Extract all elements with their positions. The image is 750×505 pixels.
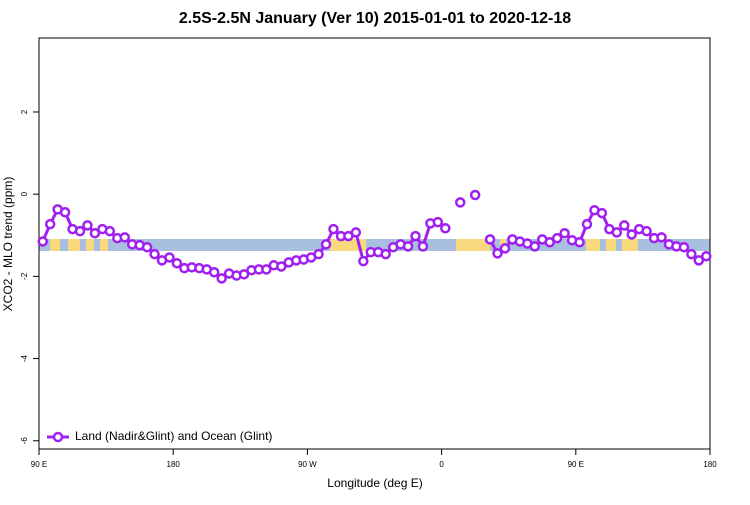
data-point [544,237,555,248]
x-tick-label: 180 [703,460,717,469]
y-tick-label: 2 [20,109,29,114]
data-point [208,267,220,278]
data-point [37,236,48,247]
data-point [410,230,421,242]
data-point [656,232,667,243]
data-point [313,248,324,260]
data-point [171,257,183,269]
data-point [611,227,623,238]
data-point [74,225,86,237]
data-point [626,229,637,240]
y-axis-label: XCO2 - MLO trend (ppm) [1,177,15,312]
data-point [141,241,153,253]
y-tick-label: 0 [20,191,29,196]
data-point [440,223,451,234]
data-point [693,255,705,266]
data-point [701,250,712,262]
data-point [402,241,414,252]
data-point [44,218,56,230]
data-point [417,241,429,252]
x-tick-label: 180 [167,460,181,469]
data-point [149,248,160,260]
data-point [358,255,369,267]
chart-title: 2.5S-2.5N January (Ver 10) 2015-01-01 to… [179,10,571,27]
data-point [454,197,466,208]
data-point [596,207,608,219]
x-tick-label: 90 W [298,460,317,469]
data-point [551,232,563,244]
data-point [164,252,175,263]
data-point [641,225,652,237]
data-point [89,227,101,239]
data-point [529,241,541,252]
data-point [320,239,332,250]
data-point [686,248,697,260]
data-point [328,223,339,235]
y-tick-label: -4 [20,354,29,362]
legend-marker [52,431,64,443]
y-tick-label: -2 [20,272,29,280]
data-point [619,220,630,231]
data-point [492,248,503,259]
data-point [350,227,362,238]
x-tick-label: 0 [439,460,444,469]
data-point [82,220,93,231]
data-point [499,243,511,254]
x-axis-label: Longitude (deg E) [327,476,422,490]
x-tick-label: 90 E [568,460,584,469]
data-point [216,273,227,284]
data-point [261,264,272,275]
data-point [574,237,585,248]
data-point [484,234,496,245]
data-point [238,269,250,280]
data-point [104,225,116,237]
data-point [276,261,287,272]
data-point [59,207,71,218]
legend-label: Land (Nadir&Glint) and Ocean (Glint) [75,429,272,443]
y-tick-label: -6 [20,437,29,445]
data-point [119,232,130,243]
data-point [581,218,593,230]
data-point [380,248,391,260]
x-tick-label: 90 E [31,460,47,469]
data-point [469,189,481,201]
data-point [432,216,444,228]
data-point [678,241,690,253]
data-point [559,227,570,239]
